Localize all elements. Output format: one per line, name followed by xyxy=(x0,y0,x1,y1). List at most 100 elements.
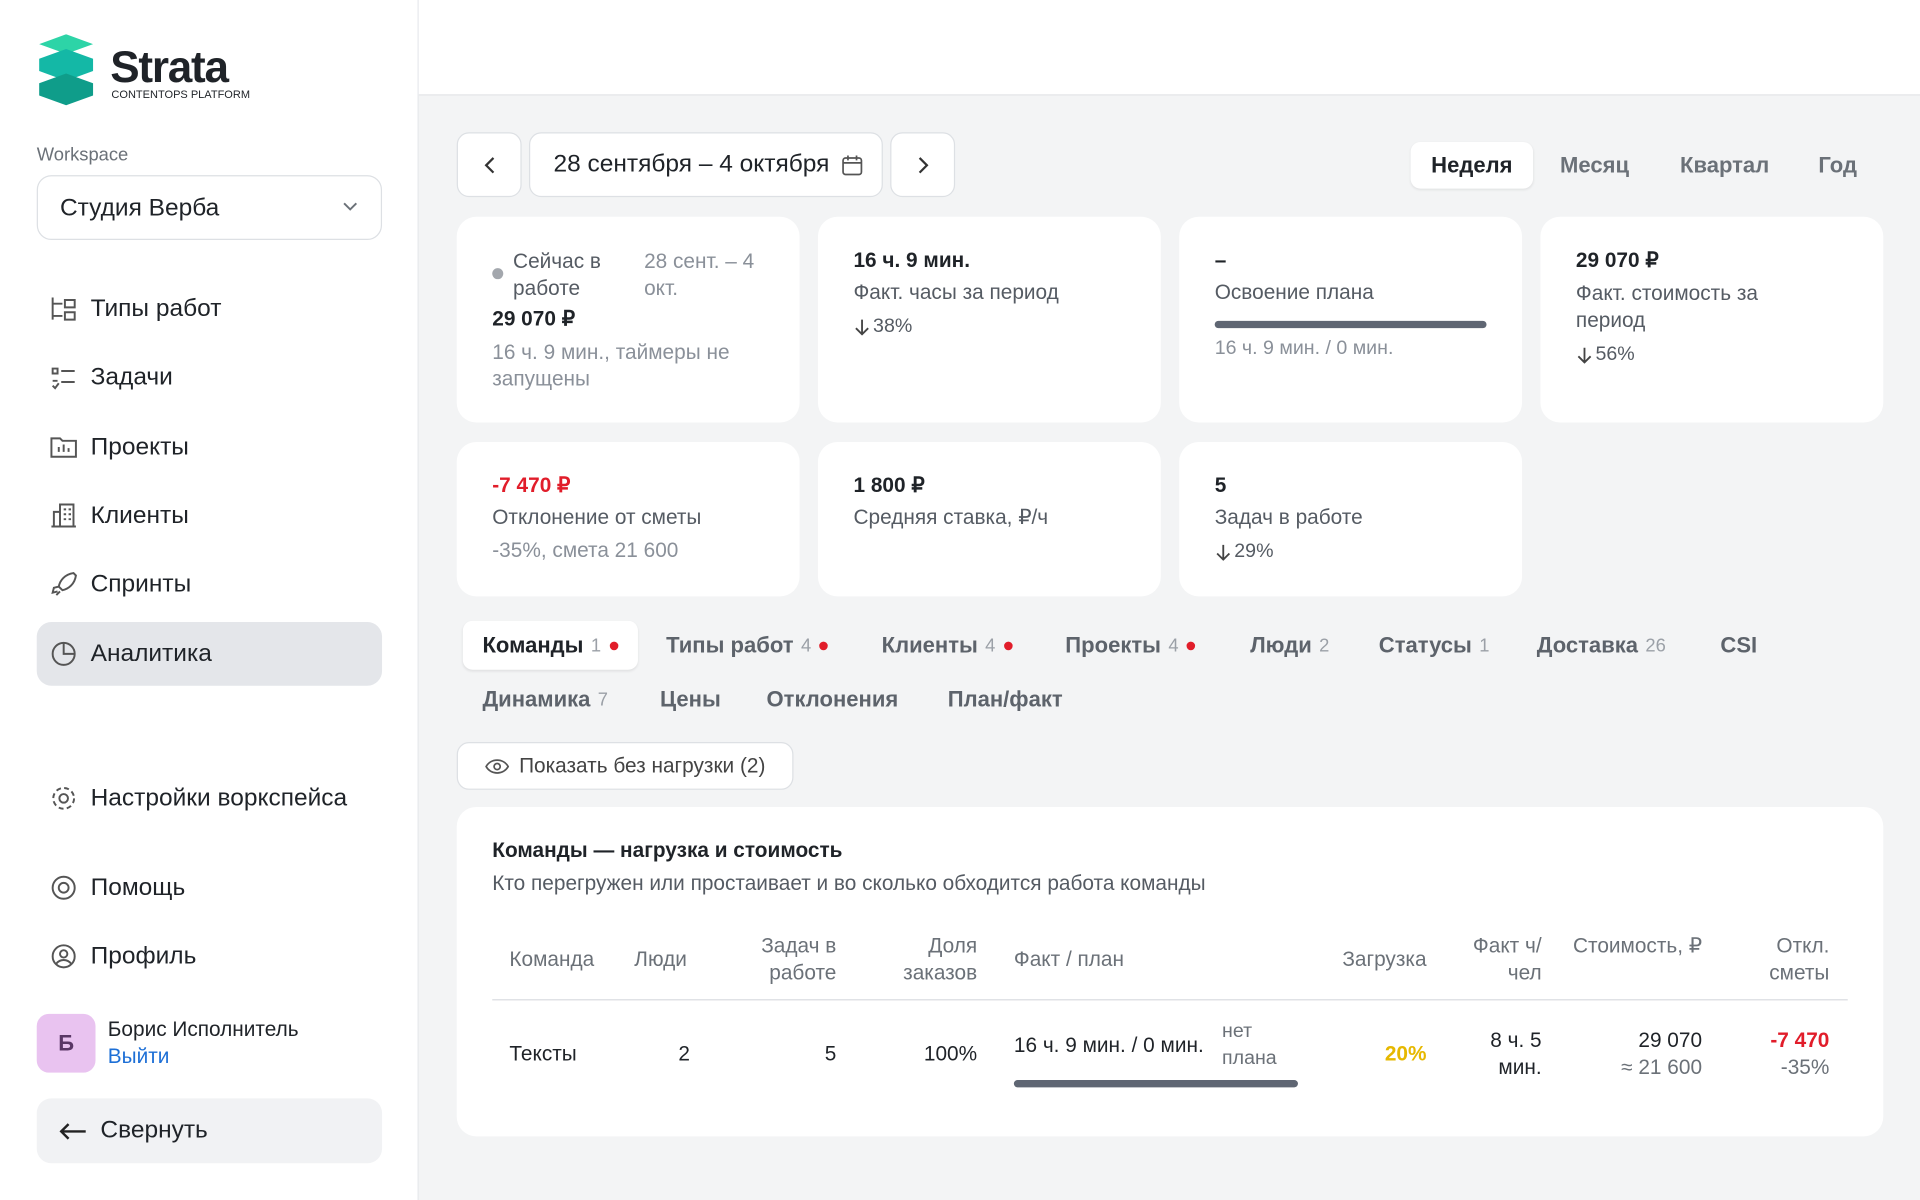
tab-alert-dot xyxy=(819,641,829,650)
tab-label: Динамика xyxy=(482,686,591,711)
tab-alert-dot xyxy=(1187,641,1196,650)
nav-item[interactable]: Настройки воркспейса xyxy=(37,767,382,831)
nav-icon xyxy=(51,641,76,666)
metric-card: Сейчас в работе 28 сент. – 4 окт. 29 070… xyxy=(456,216,800,423)
eye-icon xyxy=(485,758,510,774)
tab[interactable]: Статусы 1 xyxy=(1359,621,1509,670)
nav-icon xyxy=(50,437,77,458)
nav-label: Проекты xyxy=(90,432,189,460)
nav-item[interactable]: Аналитика xyxy=(36,622,383,686)
tab-label: Доставка xyxy=(1536,632,1639,657)
tab-count: 1 xyxy=(590,634,602,656)
tab[interactable]: CSI xyxy=(1701,621,1777,670)
logo-name: Strata xyxy=(110,41,229,92)
date-range: 28 сентября – 4 октября xyxy=(553,150,830,178)
tab[interactable]: Команды 1 xyxy=(462,620,638,670)
period-tab[interactable]: Месяц xyxy=(1560,153,1630,178)
metric-card: 16 ч. 9 мин. Факт. часы за период 38% xyxy=(817,216,1161,423)
nav-item[interactable]: Задачи xyxy=(37,345,382,409)
metric-card: 5 Задач в работе 29% xyxy=(1179,442,1523,597)
nav-item[interactable]: Спринты xyxy=(37,552,382,616)
logo-icon xyxy=(39,34,94,106)
tab[interactable]: Проекты 4 xyxy=(1046,621,1216,670)
tab-label: Проекты xyxy=(1065,632,1161,657)
card-delta: 29% xyxy=(1234,541,1274,563)
tab-label: Клиенты xyxy=(881,632,978,657)
card-note: 16 ч. 9 мин. / 0 мин. xyxy=(1214,337,1394,359)
tab[interactable]: Цены xyxy=(640,675,740,724)
card-period: 28 сент. – 4 окт. xyxy=(644,249,755,301)
period-tab[interactable]: Квартал xyxy=(1680,153,1770,178)
tab-count: 2 xyxy=(1319,634,1330,656)
tab[interactable]: Динамика 7 xyxy=(463,675,628,724)
table-card: Команды — нагрузка и стоимость Кто перег… xyxy=(456,806,1884,1137)
tab[interactable]: Доставка 26 xyxy=(1517,621,1685,670)
cell: 100% xyxy=(923,1042,978,1066)
period-tab[interactable]: Неделя xyxy=(1410,142,1534,189)
column-header: Задач в работе xyxy=(761,934,837,985)
card-note: 16 ч. 9 мин., таймеры не запущены xyxy=(492,340,730,391)
tab-label: Типы работ xyxy=(666,632,794,657)
tab-label: Люди xyxy=(1250,632,1312,657)
column-header: Стоимость, ₽ xyxy=(1573,934,1703,958)
card-value: 16 ч. 9 мин. xyxy=(853,248,970,272)
profile-icon xyxy=(51,944,76,969)
card-label: Задач в работе xyxy=(1214,505,1363,529)
logout-link[interactable]: Выйти xyxy=(107,1044,170,1068)
cell: -7 470 xyxy=(1770,1028,1830,1052)
cell: 5 xyxy=(824,1042,837,1066)
cell: 8 ч. 5 мин. xyxy=(1490,1028,1542,1079)
cell: -35% xyxy=(1780,1055,1830,1079)
prev-button[interactable] xyxy=(456,132,522,198)
tab[interactable]: Клиенты 4 xyxy=(862,621,1032,670)
collapse-label: Свернуть xyxy=(100,1116,208,1144)
chevron-icon xyxy=(343,202,358,211)
next-button[interactable] xyxy=(890,132,956,198)
cell: Тексты xyxy=(509,1042,577,1066)
nav-item[interactable]: Помощь xyxy=(37,856,382,920)
table-title: Команды — нагрузка и стоимость xyxy=(492,838,843,863)
tab-label: Цены xyxy=(660,686,721,711)
card-label: Отклонение от сметы xyxy=(492,505,702,529)
tab-label: CSI xyxy=(1720,632,1758,657)
arrow-left-icon xyxy=(59,1122,86,1140)
card-value: 5 xyxy=(1214,473,1227,498)
card-value: – xyxy=(1214,248,1227,272)
metric-card: 29 070 ₽ Факт. стоимость за период 56% xyxy=(1540,216,1884,423)
card-status: Сейчас в работе xyxy=(513,249,601,301)
user-name: Борис Исполнитель xyxy=(107,1017,299,1041)
nav-label: Профиль xyxy=(90,942,197,970)
card-value: 29 070 ₽ xyxy=(492,307,575,331)
metric-card: – Освоение плана 16 ч. 9 мин. / 0 мин. xyxy=(1179,216,1523,423)
cell-note: нет плана xyxy=(1222,1021,1277,1069)
settings-icon xyxy=(52,786,76,810)
chevron-right xyxy=(918,156,928,173)
nav-item[interactable]: Клиенты xyxy=(37,484,382,548)
tab-count: 1 xyxy=(1479,634,1490,656)
card-note: -35%, смета 21 600 xyxy=(492,538,679,563)
down-arrow xyxy=(1577,347,1592,364)
period-tab[interactable]: Год xyxy=(1818,153,1857,178)
card-label: Факт. часы за период xyxy=(853,280,1059,304)
date-picker[interactable]: 28 сентября – 4 октября xyxy=(528,132,883,198)
cell: 16 ч. 9 мин. / 0 мин. xyxy=(1013,1033,1204,1057)
nav-label: Спринты xyxy=(90,570,192,597)
column-header: Факт / план xyxy=(1013,947,1125,972)
metric-card: -7 470 ₽ Отклонение от сметы -35%, смета… xyxy=(456,442,800,597)
workspace-select[interactable]: Студия Верба xyxy=(36,175,383,241)
tab[interactable]: Люди 2 xyxy=(1231,621,1349,670)
nav-item[interactable]: Профиль xyxy=(37,924,382,988)
nav-icon xyxy=(51,297,76,321)
nav-item[interactable]: Типы работ xyxy=(37,277,382,341)
tab[interactable]: Типы работ 4 xyxy=(647,621,848,670)
tab-alert-dot xyxy=(1003,641,1013,650)
collapse-button[interactable]: Свернуть xyxy=(36,1098,383,1164)
nav-item[interactable]: Проекты xyxy=(37,415,382,479)
nav-icon xyxy=(51,572,77,596)
tab[interactable]: Отклонения xyxy=(747,675,918,724)
tab-alert-dot xyxy=(609,641,619,650)
tab[interactable]: План/факт xyxy=(928,675,1082,724)
toggle-button[interactable]: Показать без нагрузки (2) xyxy=(456,742,794,790)
nav-label: Аналитика xyxy=(90,639,212,667)
status-dot xyxy=(492,268,504,280)
